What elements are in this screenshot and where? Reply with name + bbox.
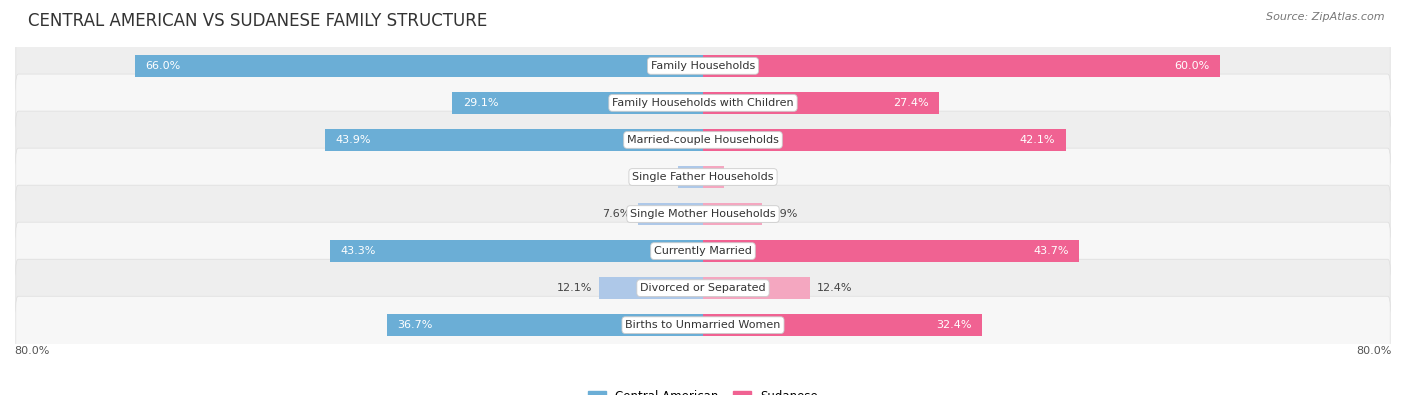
Bar bbox=[325, 129, 703, 151]
FancyBboxPatch shape bbox=[15, 222, 1391, 280]
Bar bbox=[703, 92, 939, 114]
Text: Currently Married: Currently Married bbox=[654, 246, 752, 256]
Text: 36.7%: 36.7% bbox=[398, 320, 433, 330]
Text: 2.4%: 2.4% bbox=[731, 172, 759, 182]
Text: 60.0%: 60.0% bbox=[1174, 61, 1209, 71]
Text: Divorced or Separated: Divorced or Separated bbox=[640, 283, 766, 293]
FancyBboxPatch shape bbox=[15, 148, 1391, 206]
Text: 43.3%: 43.3% bbox=[340, 246, 375, 256]
Bar bbox=[703, 314, 981, 336]
Bar bbox=[678, 166, 703, 188]
Text: Married-couple Households: Married-couple Households bbox=[627, 135, 779, 145]
FancyBboxPatch shape bbox=[15, 74, 1391, 132]
Text: 12.1%: 12.1% bbox=[557, 283, 592, 293]
Text: 66.0%: 66.0% bbox=[145, 61, 180, 71]
Text: 2.9%: 2.9% bbox=[643, 172, 671, 182]
Text: 27.4%: 27.4% bbox=[893, 98, 928, 108]
Bar bbox=[703, 129, 1066, 151]
Bar bbox=[703, 203, 762, 225]
Text: 43.9%: 43.9% bbox=[335, 135, 371, 145]
Text: 6.9%: 6.9% bbox=[769, 209, 797, 219]
Text: 29.1%: 29.1% bbox=[463, 98, 498, 108]
Text: 43.7%: 43.7% bbox=[1033, 246, 1069, 256]
Text: Source: ZipAtlas.com: Source: ZipAtlas.com bbox=[1267, 12, 1385, 22]
FancyBboxPatch shape bbox=[15, 296, 1391, 354]
Text: 7.6%: 7.6% bbox=[602, 209, 631, 219]
Text: Single Mother Households: Single Mother Households bbox=[630, 209, 776, 219]
Text: Single Father Households: Single Father Households bbox=[633, 172, 773, 182]
Bar bbox=[703, 240, 1080, 262]
Text: CENTRAL AMERICAN VS SUDANESE FAMILY STRUCTURE: CENTRAL AMERICAN VS SUDANESE FAMILY STRU… bbox=[28, 12, 488, 30]
Bar bbox=[387, 314, 703, 336]
Text: 12.4%: 12.4% bbox=[817, 283, 852, 293]
Bar bbox=[135, 55, 703, 77]
FancyBboxPatch shape bbox=[15, 37, 1391, 95]
Bar bbox=[703, 55, 1219, 77]
Text: Family Households with Children: Family Households with Children bbox=[612, 98, 794, 108]
FancyBboxPatch shape bbox=[15, 185, 1391, 243]
Bar bbox=[637, 203, 703, 225]
Bar bbox=[703, 166, 724, 188]
Text: 32.4%: 32.4% bbox=[936, 320, 972, 330]
FancyBboxPatch shape bbox=[15, 111, 1391, 169]
Legend: Central American, Sudanese: Central American, Sudanese bbox=[588, 390, 818, 395]
Text: Births to Unmarried Women: Births to Unmarried Women bbox=[626, 320, 780, 330]
Text: 80.0%: 80.0% bbox=[14, 346, 49, 356]
Text: 42.1%: 42.1% bbox=[1019, 135, 1056, 145]
Bar bbox=[453, 92, 703, 114]
Text: 80.0%: 80.0% bbox=[1357, 346, 1392, 356]
Bar bbox=[330, 240, 703, 262]
Text: Family Households: Family Households bbox=[651, 61, 755, 71]
FancyBboxPatch shape bbox=[15, 259, 1391, 317]
Bar bbox=[703, 277, 810, 299]
Bar bbox=[599, 277, 703, 299]
